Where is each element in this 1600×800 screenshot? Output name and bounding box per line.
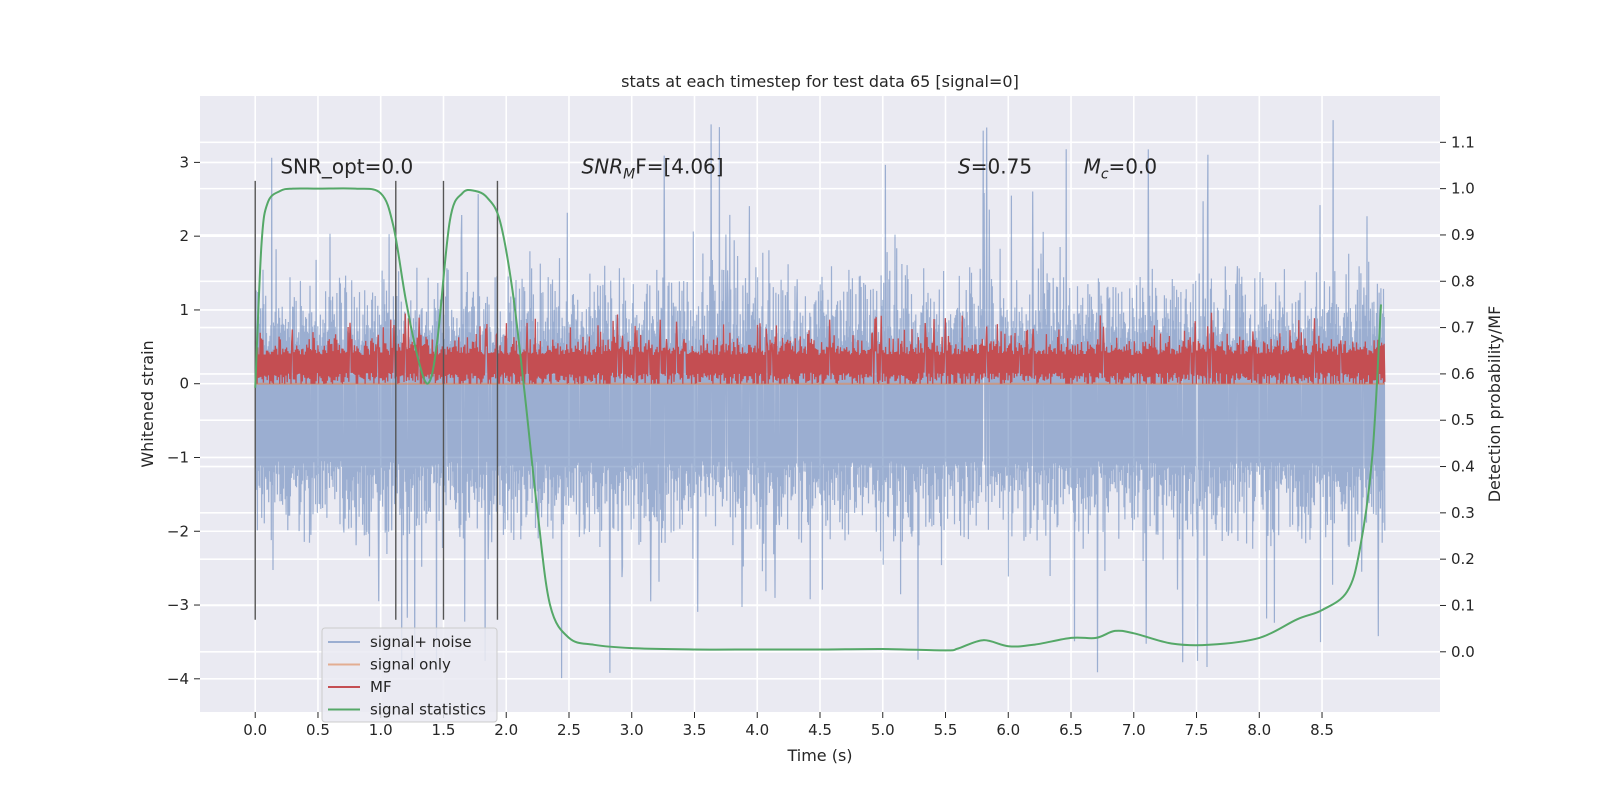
y2-tick-label: 0.3 <box>1451 504 1475 522</box>
y-tick-label: −2 <box>167 522 189 540</box>
y2-tick-label: 0.6 <box>1451 365 1475 383</box>
annotations: SNR_opt=0.0 SNRMF=[4.06] S=0.75 Mc=0.0 <box>280 154 1157 182</box>
x-tick-label: 7.5 <box>1185 721 1209 739</box>
x-tick-label: 8.0 <box>1247 721 1271 739</box>
y2-tick-label: 0.4 <box>1451 458 1475 476</box>
legend: signal+ noise signal only MF signal statist… <box>321 627 498 723</box>
annotation: S=0.75 <box>958 154 1032 178</box>
ticks: 0.0 0.5 1.0 1.5 2.0 2.5 3.0 3.5 4.0 4.5 5.0 5.5 6.0 6… <box>167 133 1475 739</box>
x-tick-label: 5.5 <box>934 721 958 739</box>
annotation-main: SNR <box>582 154 624 178</box>
x-tick-label: 3.0 <box>620 721 644 739</box>
annotation-main: S <box>958 154 971 178</box>
x-tick-label: 0.0 <box>243 721 267 739</box>
legend-label: MF <box>370 678 392 696</box>
x-tick-label: 5.0 <box>871 721 895 739</box>
annotation: SNR_opt=0.0 <box>280 154 413 178</box>
y2-tick-label: 0.7 <box>1451 319 1475 337</box>
y2-tick-label: 1.0 <box>1451 180 1475 198</box>
x-tick-label: 8.5 <box>1310 721 1334 739</box>
x-tick-label: 4.0 <box>745 721 769 739</box>
x-tick-label: 1.5 <box>432 721 456 739</box>
y-axis-label: Whitened strain <box>138 340 157 467</box>
annotation: SNRMF=[4.06] <box>582 154 724 182</box>
x-tick-label: 4.5 <box>808 721 832 739</box>
annotation-subscript: c <box>1101 166 1109 182</box>
legend-box <box>321 627 498 723</box>
series-layer <box>254 120 1386 679</box>
series-signal-statistics <box>254 187 1382 652</box>
y2-tick-label: 0.8 <box>1451 272 1475 290</box>
legend-label: signal statistics <box>370 701 486 719</box>
y-tick-label: 3 <box>179 153 189 171</box>
x-tick-label: 7.0 <box>1122 721 1146 739</box>
annotation-subscript: M <box>623 166 635 182</box>
y2-tick-label: 0.5 <box>1451 411 1475 429</box>
x-tick-label: 6.5 <box>1059 721 1083 739</box>
legend-label: signal+ noise <box>370 633 472 651</box>
y2-tick-label: 0.2 <box>1451 550 1475 568</box>
y2-tick-label: 1.1 <box>1451 133 1475 151</box>
x-tick-label: 2.0 <box>494 721 518 739</box>
y-tick-label: −3 <box>167 596 189 614</box>
x-tick-label: 6.0 <box>996 721 1020 739</box>
chart-title: stats at each timestep for test data 65 … <box>621 72 1019 91</box>
y2-tick-label: 0.1 <box>1451 596 1475 614</box>
y-tick-label: 1 <box>179 301 189 319</box>
annotation-suffix: =0.75 <box>971 154 1032 178</box>
x-axis-label: Time (s) <box>786 746 852 765</box>
annotation: Mc=0.0 <box>1084 154 1158 182</box>
x-tick-label: 3.5 <box>683 721 707 739</box>
y-tick-label: −4 <box>167 670 189 688</box>
x-tick-label: 2.5 <box>557 721 581 739</box>
annotation-suffix: F=[4.06] <box>635 154 723 178</box>
y2-tick-label: 0.9 <box>1451 226 1475 244</box>
annotation-suffix: =0.0 <box>1109 154 1158 178</box>
y2-axis-label: Detection probability/MF <box>1485 306 1504 503</box>
y-tick-label: 2 <box>179 227 189 245</box>
annotation-main: M <box>1084 154 1101 178</box>
x-tick-label: 1.0 <box>369 721 393 739</box>
y-tick-label: −1 <box>167 448 189 466</box>
legend-label: signal only <box>370 656 451 674</box>
y2-tick-label: 0.0 <box>1451 643 1475 661</box>
y-tick-label: 0 <box>179 375 189 393</box>
x-tick-label: 0.5 <box>306 721 330 739</box>
